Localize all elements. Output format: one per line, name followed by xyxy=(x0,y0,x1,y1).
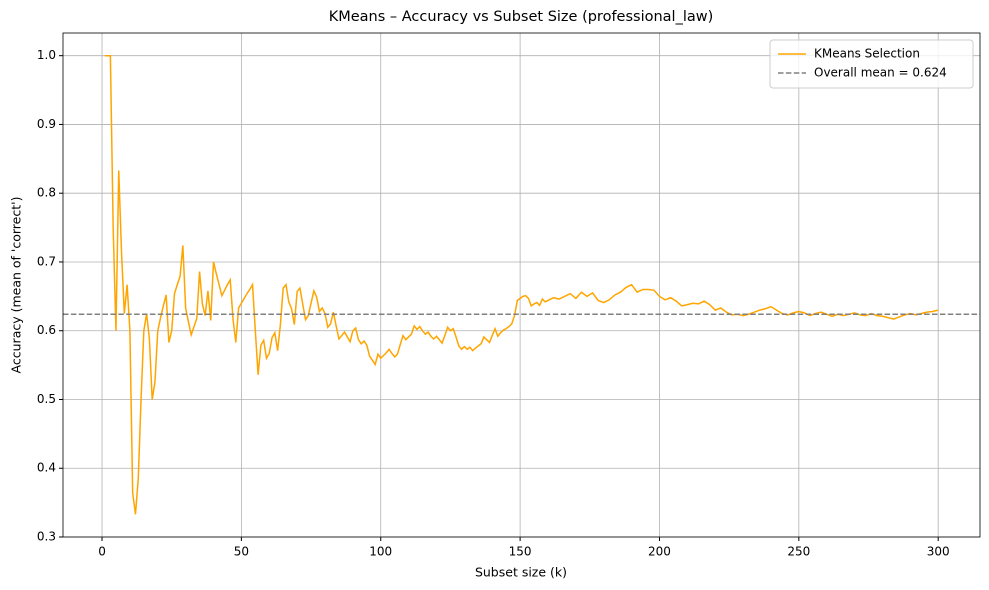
x-tick-label: 150 xyxy=(509,545,532,559)
y-tick-label: 0.3 xyxy=(37,530,56,544)
chart-title: KMeans – Accuracy vs Subset Size (profes… xyxy=(329,9,714,25)
frame xyxy=(62,32,981,538)
data-line xyxy=(104,54,939,515)
legend-box xyxy=(769,39,974,89)
x-tick-label: 50 xyxy=(234,545,249,559)
legend-label: Overall mean = 0.624 xyxy=(814,66,947,80)
x-tick-label: 100 xyxy=(369,545,392,559)
y-tick-label: 0.4 xyxy=(37,461,56,475)
legend-label: KMeans Selection xyxy=(814,47,920,61)
y-axis-label: Accuracy (mean of 'correct') xyxy=(9,197,24,374)
x-tick-label: 200 xyxy=(648,545,671,559)
y-tick-label: 0.6 xyxy=(37,323,56,337)
x-tick-label: 0 xyxy=(98,545,106,559)
y-tick-label: 1.0 xyxy=(37,48,56,62)
y-tick-label: 0.9 xyxy=(37,117,56,131)
y-tick-label: 0.7 xyxy=(37,254,56,268)
x-axis-label: Subset size (k) xyxy=(475,565,567,580)
y-tick-label: 0.8 xyxy=(37,186,56,200)
x-tick-label: 300 xyxy=(927,545,950,559)
x-tick-label: 250 xyxy=(787,545,810,559)
y-tick-label: 0.5 xyxy=(37,392,56,406)
